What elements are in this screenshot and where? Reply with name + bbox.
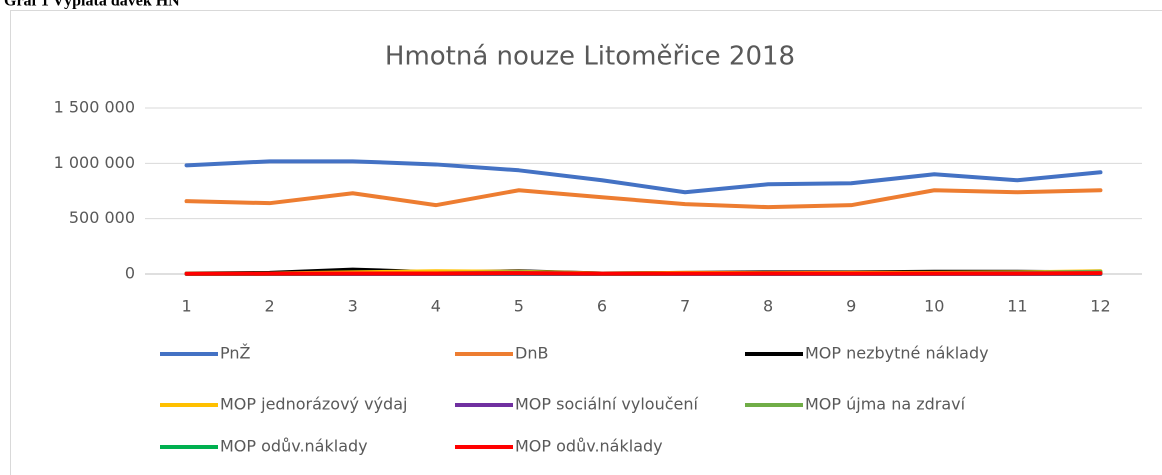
legend-label: DnB <box>515 344 548 363</box>
legend-label: MOP jednorázový výdaj <box>220 395 407 414</box>
x-tick-label: 2 <box>265 297 275 316</box>
x-tick-label: 4 <box>431 297 441 316</box>
legend-label: MOP odův.náklady <box>515 437 663 456</box>
x-tick-label: 5 <box>514 297 524 316</box>
legend-label: MOP odův.náklady <box>220 437 368 456</box>
x-tick-label: 9 <box>846 297 856 316</box>
caption: Graf 1 Výplata dávek HN <box>4 0 180 10</box>
series-line <box>184 159 1103 195</box>
x-tick-label: 7 <box>680 297 690 316</box>
y-tick-label: 500 000 <box>69 208 135 227</box>
legend-label: MOP sociální vyloučení <box>515 395 699 414</box>
chart-title: Hmotná nouze Litoměřice 2018 <box>385 42 795 72</box>
y-tick-label: 1 000 000 <box>54 153 135 172</box>
y-tick-label: 1 500 000 <box>54 98 135 117</box>
series-line <box>184 188 1103 210</box>
x-tick-label: 10 <box>924 297 944 316</box>
chart-border <box>10 10 1162 475</box>
series-line <box>184 271 1103 276</box>
legend-label: MOP nezbytné náklady <box>805 344 989 363</box>
x-tick-label: 11 <box>1007 297 1027 316</box>
x-tick-label: 3 <box>348 297 358 316</box>
x-tick-label: 1 <box>181 297 191 316</box>
legend-label: PnŽ <box>220 344 251 363</box>
x-tick-label: 12 <box>1090 297 1110 316</box>
x-tick-label: 6 <box>597 297 607 316</box>
legend-label: MOP újma na zdraví <box>805 395 966 414</box>
x-tick-label: 8 <box>763 297 773 316</box>
y-tick-label: 0 <box>125 264 135 283</box>
